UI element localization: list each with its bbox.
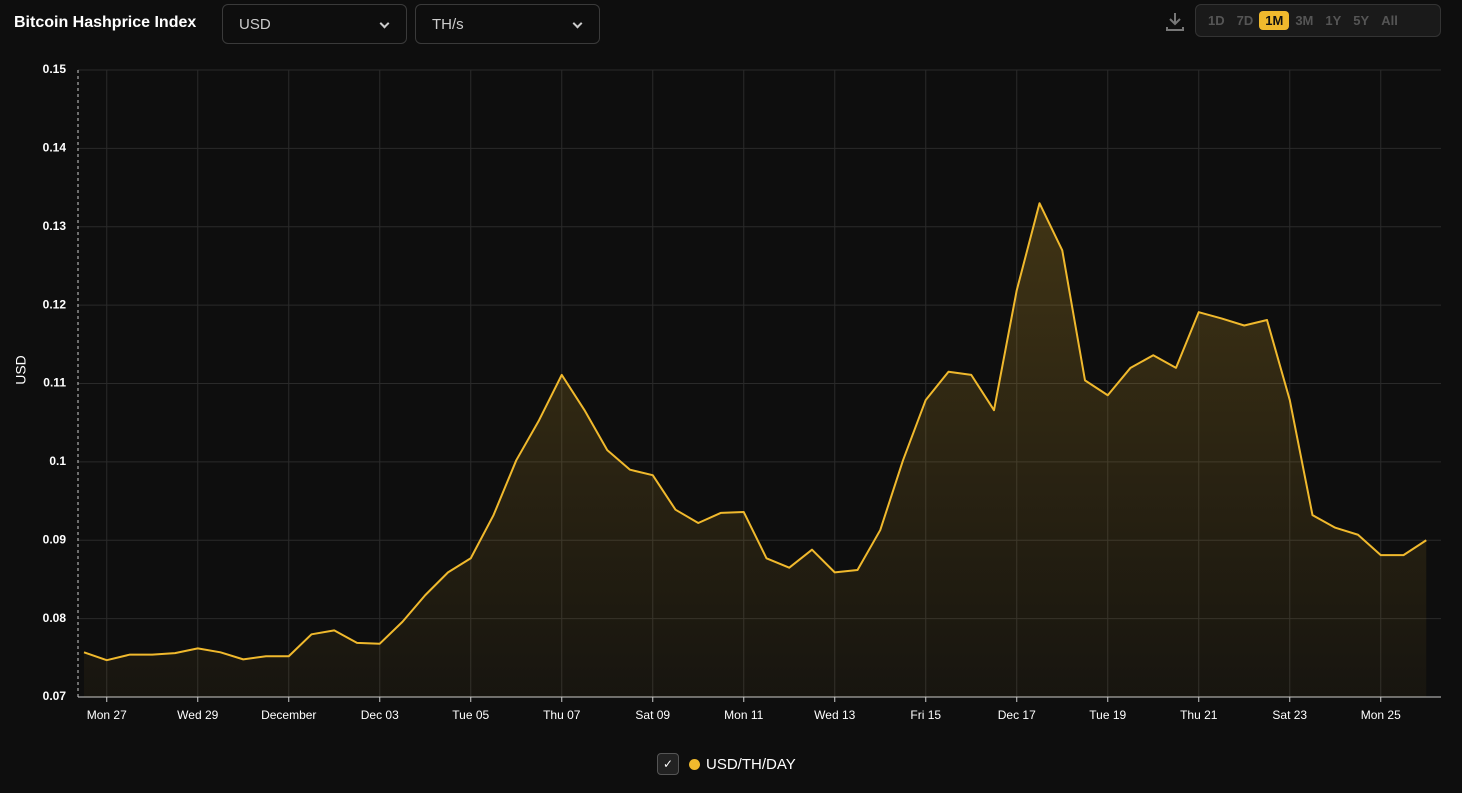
- page-title: Bitcoin Hashprice Index: [14, 14, 197, 31]
- x-tick-label: Thu 21: [1180, 708, 1218, 722]
- download-icon[interactable]: [1164, 10, 1186, 32]
- range-button[interactable]: 1Y: [1325, 13, 1342, 28]
- y-tick-label: 0.08: [43, 611, 67, 625]
- x-tick-label: Wed 13: [814, 708, 855, 722]
- x-tick-label: Sat 09: [635, 708, 670, 722]
- range-button[interactable]: All: [1381, 13, 1398, 28]
- unit-select[interactable]: TH/s: [415, 4, 600, 44]
- legend[interactable]: ✓ USD/TH/DAY: [657, 753, 796, 775]
- y-tick-label: 0.07: [43, 689, 67, 703]
- y-tick-label: 0.13: [43, 219, 67, 233]
- legend-checkbox[interactable]: ✓: [657, 753, 679, 775]
- x-tick-label: Tue 05: [452, 708, 489, 722]
- range-button[interactable]: 7D: [1236, 13, 1254, 28]
- x-tick-label: Mon 25: [1361, 708, 1401, 722]
- x-tick-label: Wed 29: [177, 708, 218, 722]
- range-group: 1D 7D 1M 3M 1Y 5Y All: [1195, 4, 1441, 37]
- y-tick-label: 0.14: [43, 141, 67, 155]
- y-tick-label: 0.11: [43, 376, 66, 390]
- range-button[interactable]: 3M: [1295, 13, 1314, 28]
- x-tick-label: Tue 19: [1089, 708, 1126, 722]
- range-button[interactable]: 1D: [1208, 13, 1225, 28]
- y-tick-label: 0.09: [43, 532, 67, 546]
- x-tick-label: Fri 15: [910, 708, 941, 722]
- range-button[interactable]: 5Y: [1353, 13, 1370, 28]
- currency-select[interactable]: USD: [222, 4, 407, 44]
- y-axis-label: USD: [13, 355, 29, 385]
- legend-swatch: [689, 758, 700, 770]
- x-tick-label: Dec 03: [361, 708, 399, 722]
- x-tick-label: Dec 17: [998, 708, 1036, 722]
- x-tick-label: Sat 23: [1272, 708, 1307, 722]
- y-tick-label: 0.12: [43, 297, 67, 311]
- legend-label: USD/TH/DAY: [706, 755, 796, 773]
- y-tick-label: 0.1: [49, 454, 66, 468]
- range-button[interactable]: 1M: [1259, 11, 1290, 30]
- area: [84, 203, 1427, 698]
- y-tick-label: 0.15: [43, 62, 67, 76]
- x-tick-label: Mon 27: [87, 708, 127, 722]
- x-tick-label: December: [261, 708, 316, 722]
- x-tick-label: Thu 07: [543, 708, 581, 722]
- x-tick-label: Mon 11: [724, 708, 763, 722]
- line: [83, 202, 1427, 662]
